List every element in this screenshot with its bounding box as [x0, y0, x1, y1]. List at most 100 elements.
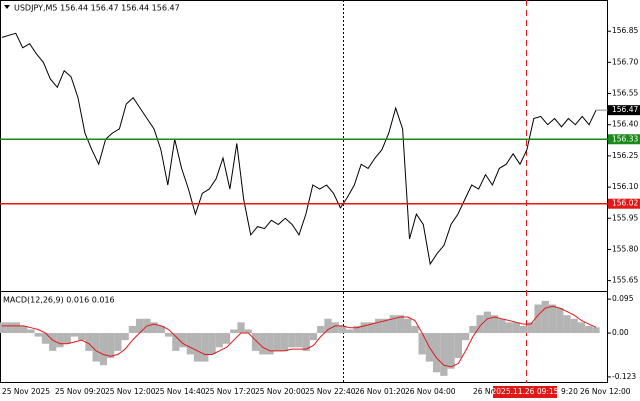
histogram-bar [27, 329, 35, 334]
histogram-bar [469, 325, 477, 334]
last-price-label: 156.47 [612, 105, 638, 114]
histogram-bar [309, 333, 318, 341]
y-tick-label: -0.123 [612, 372, 636, 381]
histogram-bar [56, 333, 64, 348]
histogram-bar [128, 325, 137, 334]
time-tag [493, 386, 557, 398]
y-tick-label: 156.10 [612, 182, 638, 191]
histogram-bar [556, 308, 564, 334]
histogram-bar [208, 333, 216, 355]
histogram-bar [295, 333, 303, 348]
x-tick-label: 26 No [473, 387, 496, 396]
y-tick-label: 155.65 [612, 276, 638, 285]
histogram-bar [367, 322, 376, 334]
time-tag-label: 2025.11.26 09:15 [492, 387, 559, 396]
histogram-bar [201, 333, 209, 362]
histogram-bar [512, 322, 520, 334]
x-tick-label: 25 Nov 09:20 [55, 387, 106, 396]
histogram-bar [519, 325, 528, 334]
histogram-bar [527, 322, 535, 334]
histogram-bar [331, 322, 339, 334]
histogram-bar [164, 333, 173, 337]
histogram-bar [251, 333, 260, 351]
histogram-bar [534, 304, 542, 334]
histogram-bar [0, 322, 6, 334]
level-tag [608, 198, 640, 209]
level-label: 156.33 [612, 134, 638, 143]
histogram-bar [360, 322, 368, 334]
y-tick-label: 155.80 [612, 244, 638, 253]
y-tick-label: 156.25 [612, 151, 638, 160]
histogram-bar [461, 333, 470, 341]
x-tick-label: 25 Nov 12:00 [105, 387, 156, 396]
histogram-bar [70, 333, 79, 337]
histogram-bar [447, 333, 455, 369]
histogram-bar [288, 333, 296, 348]
histogram-bar [222, 333, 231, 344]
histogram-bar [150, 322, 158, 334]
x-tick-label: 25 Nov 22:40 [305, 387, 356, 396]
histogram-bar [353, 325, 361, 334]
histogram-bar [34, 333, 42, 337]
histogram-bar [186, 333, 194, 355]
histogram-bar [12, 322, 21, 334]
x-tick-label: 26 Nov 12:00 [580, 387, 631, 396]
histogram-bar [280, 333, 289, 351]
histogram-bar [193, 333, 202, 362]
y-tick-label: 155.95 [612, 213, 638, 222]
plot-frame [0, 0, 608, 383]
histogram-bar [541, 300, 549, 334]
x-tick-label: 9:20 [561, 387, 578, 396]
menu-arrow [4, 5, 10, 9]
histogram-bar [172, 333, 180, 351]
histogram-bar [411, 325, 419, 334]
y-tick-label: 156.85 [612, 26, 638, 35]
histogram-bar [396, 315, 405, 334]
x-tick-label: 26 Nov 04:00 [405, 387, 456, 396]
indicator-title: MACD(12,26,9) 0.016 0.016 [3, 296, 115, 305]
histogram-bar [433, 333, 441, 373]
histogram-bar [5, 322, 13, 334]
histogram-bar [107, 333, 115, 359]
histogram-bar [121, 333, 129, 341]
histogram-bar [338, 325, 347, 334]
y-tick-label: 156.70 [612, 57, 638, 66]
histogram-bar [440, 333, 448, 376]
histogram-bar [179, 333, 187, 348]
histogram-bar [498, 318, 506, 334]
x-tick-label: 25 Nov 17:20 [205, 387, 256, 396]
histogram-bar [41, 333, 50, 344]
x-tick-label: 25 Nov 14:40 [155, 387, 206, 396]
histogram-bar [418, 333, 426, 355]
histogram-bar [230, 329, 238, 334]
histogram-bar [505, 322, 513, 334]
histogram-bar [157, 325, 165, 334]
histogram-bar [483, 311, 491, 334]
histogram-bar [266, 333, 274, 355]
histogram-bar [49, 333, 57, 351]
histogram-bar [592, 327, 600, 334]
signal-line [2, 305, 597, 368]
y-tick-label: 156.40 [612, 120, 638, 129]
histogram-bar [20, 325, 28, 334]
histogram-bar [136, 318, 144, 334]
level-label: 156.02 [612, 199, 638, 208]
histogram-bar [92, 333, 100, 362]
histogram-bar [585, 325, 593, 334]
histogram-bar [375, 318, 383, 334]
histogram-bar [548, 304, 557, 334]
histogram-bar [317, 325, 325, 334]
y-tick-label: 156.55 [612, 89, 638, 98]
histogram-bar [63, 333, 71, 344]
histogram-bar [273, 333, 281, 351]
x-tick-label: 25 Nov 20:00 [255, 387, 306, 396]
histogram-bar [454, 333, 462, 359]
y-tick-label: 0.00 [612, 328, 629, 337]
histogram-bar [404, 318, 412, 334]
x-tick-label: 26 Nov 01:20 [355, 387, 406, 396]
histogram-bar [324, 318, 332, 334]
level-tag [608, 134, 640, 145]
histogram-bar [302, 333, 310, 351]
histogram-bar [563, 315, 571, 334]
